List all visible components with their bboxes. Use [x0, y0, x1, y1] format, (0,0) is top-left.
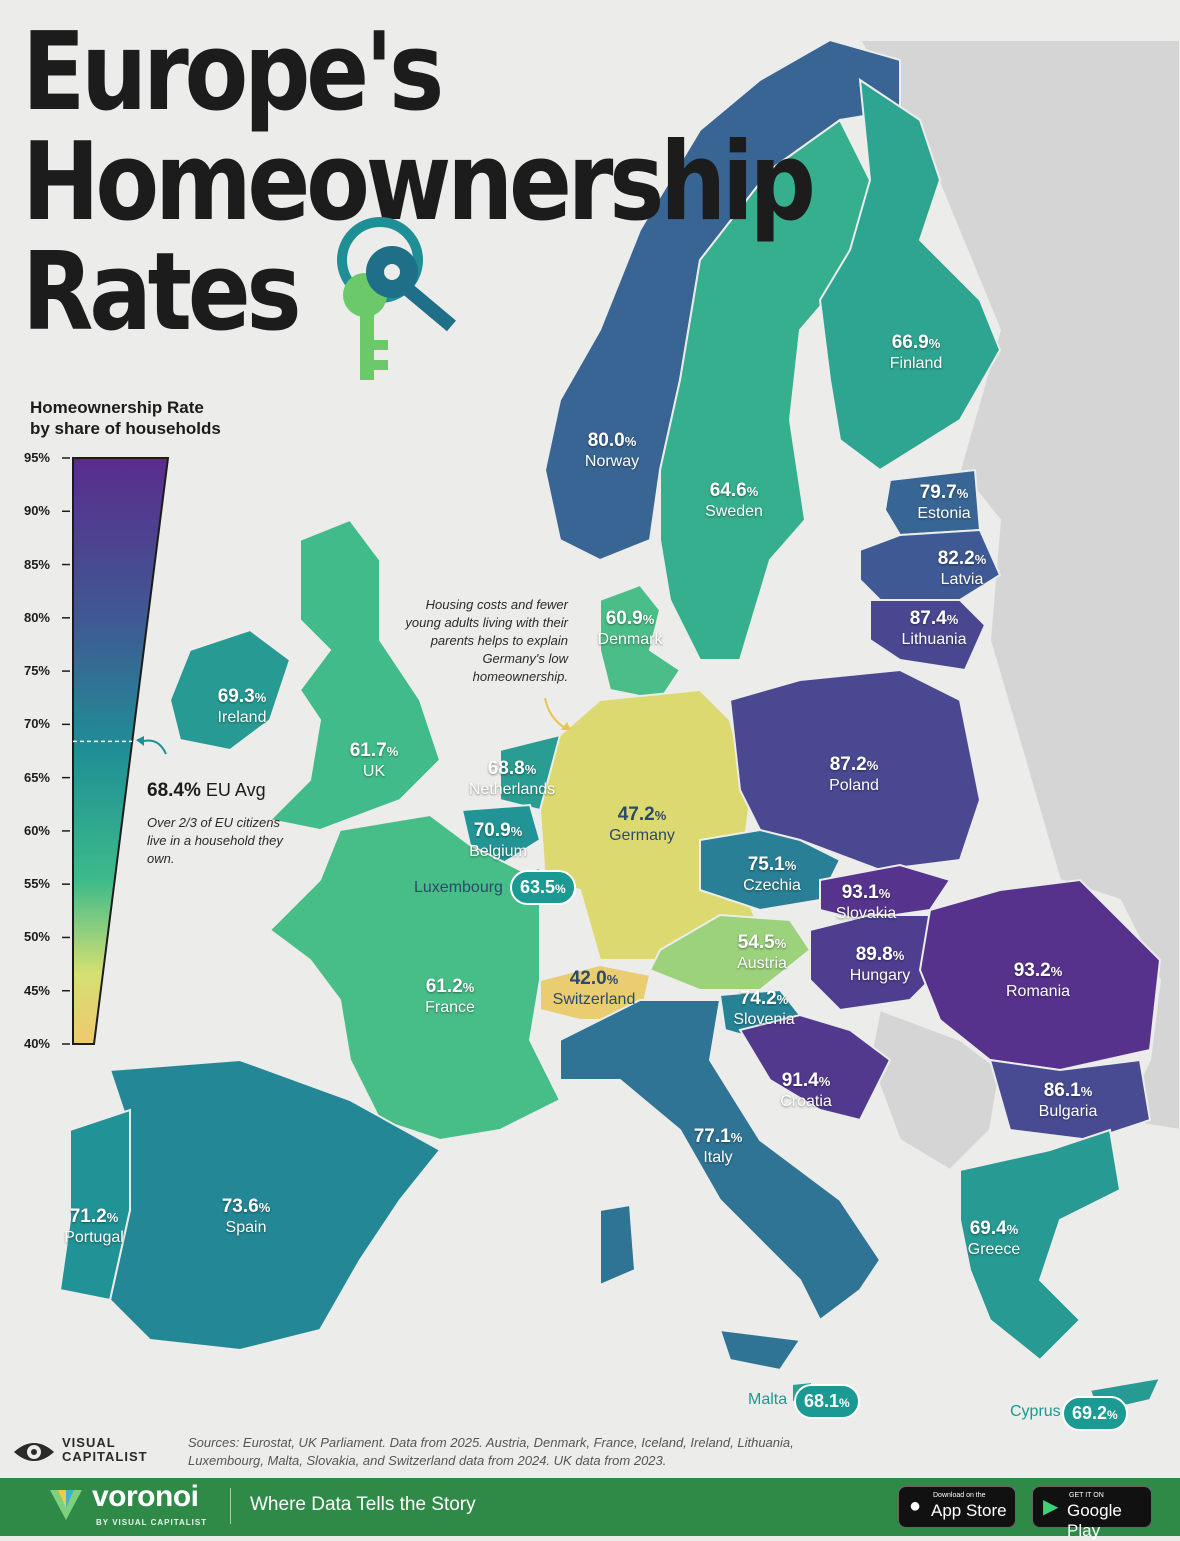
label-austria: 54.5% Austria [737, 932, 787, 972]
page-title: Europe's Homeownership Rates [22, 10, 816, 355]
label-italy: 77.1% Italy [693, 1126, 743, 1166]
label-malta-name: Malta [748, 1391, 788, 1408]
label-hungary: 89.8% Hungary [849, 944, 911, 984]
eu-avg-label: 68.4% EU Avg [147, 780, 266, 802]
google-play-icon: ▶ [1043, 1496, 1059, 1518]
label-netherlands: 68.8% Netherlands [468, 758, 556, 798]
label-sweden: 64.6% Sweden [705, 480, 763, 520]
label-slovenia: 74.2% Slovenia [733, 988, 795, 1028]
country-bulgaria [988, 1058, 1152, 1142]
country-sardinia [599, 1203, 637, 1287]
country-france [268, 813, 562, 1142]
label-czechia: 75.1% Czechia [743, 854, 801, 894]
legend-tick-label: 95% [23, 450, 50, 465]
title-line-2: Homeownership [22, 120, 816, 245]
country-uk [267, 518, 442, 832]
label-germany: 47.2% Germany [609, 804, 675, 844]
label-latvia: 82.2% Latvia [937, 548, 987, 588]
label-france: 61.2% France [425, 976, 475, 1016]
label-bulgaria: 86.1% Bulgaria [1038, 1080, 1098, 1120]
label-romania: 93.2% Romania [1005, 960, 1071, 1000]
country-greece [959, 1128, 1122, 1362]
google-play-button[interactable]: ▶ GET IT ON Google Play [1032, 1486, 1152, 1540]
label-luxembourg-name: Luxembourg [414, 879, 503, 896]
country-croatia [738, 1013, 892, 1122]
label-luxembourg-value: 63.5% [510, 870, 576, 905]
legend-tick-label: 50% [23, 929, 50, 945]
legend-tick-label: 70% [23, 716, 50, 732]
country-finland [818, 77, 1002, 472]
country-ireland [168, 628, 292, 752]
country-romania [918, 878, 1162, 1072]
legend-title: Homeownership Rate by share of household… [30, 397, 290, 439]
country-lithuania [869, 599, 987, 672]
label-croatia: 91.4% Croatia [780, 1070, 832, 1110]
country-denmark [599, 583, 682, 702]
label-slovakia: 93.1% Slovakia [835, 882, 897, 922]
keys-icon [337, 217, 456, 380]
legend-tick-label: 75% [23, 663, 50, 679]
eu-avg-text: EU Avg [205, 780, 266, 800]
legend-tick-label: 45% [23, 982, 50, 998]
eu-avg-value: 68.4% [147, 780, 201, 801]
visual-capitalist-logo-icon [14, 1443, 54, 1461]
label-uk: 61.7% UK [349, 740, 399, 780]
label-lithuania: 87.4% Lithuania [901, 608, 967, 648]
label-ireland: 69.3% Ireland [217, 686, 267, 726]
voronoi-wordmark: voronoi [92, 1480, 199, 1513]
label-cyprus-name: Cyprus [1010, 1403, 1061, 1420]
legend-tick-label: 65% [23, 769, 50, 785]
country-sicily [718, 1328, 802, 1372]
germany-annotation-arrow [544, 697, 571, 730]
title-line-1: Europe's [22, 10, 444, 135]
country-poland [728, 668, 982, 872]
country-italy [559, 999, 882, 1322]
legend-tick-label: 40% [23, 1036, 50, 1051]
label-cyprus-value: 69.2% [1062, 1396, 1128, 1431]
legend-tick-label: 90% [23, 503, 50, 519]
legend-tick-label: 80% [23, 609, 50, 625]
label-finland: 66.9% Finland [889, 332, 943, 372]
country-latvia [859, 528, 1002, 601]
label-switzerland: 42.0% Switzerland [552, 968, 636, 1008]
country-sweden [659, 118, 872, 661]
label-norway: 80.0% Norway [584, 430, 640, 470]
legend-tick-label: 60% [23, 822, 50, 838]
label-spain: 73.6% Spain [221, 1196, 271, 1236]
germany-annotation: Housing costs and fewer young adults liv… [405, 597, 568, 684]
footer-divider [230, 1488, 231, 1524]
footer-tagline: Where Data Tells the Story [250, 1494, 476, 1515]
legend-title-line-1: Homeownership Rate [30, 398, 204, 417]
country-austria [648, 913, 812, 991]
label-malta-value: 68.1% [794, 1384, 860, 1419]
sources-note: Sources: Eurostat, UK Parliament. Data f… [188, 1435, 794, 1468]
country-portugal [58, 1108, 131, 1302]
legend-color-scale [62, 457, 170, 1045]
label-belgium: 70.9% Belgium [469, 820, 527, 860]
label-greece: 69.4% Greece [967, 1218, 1021, 1258]
legend-title-line-2: by share of households [30, 419, 221, 438]
voronoi-logo-icon [50, 1490, 82, 1520]
title-line-3: Rates [22, 230, 302, 355]
label-estonia: 79.7% Estonia [917, 482, 971, 522]
voronoi-byline: BY VISUAL CAPITALIST [96, 1518, 208, 1527]
label-portugal: 71.2% Portugal [64, 1206, 124, 1246]
visual-capitalist-logo-text: VISUAL CAPITALIST [62, 1435, 148, 1464]
apple-icon: ● [909, 1495, 922, 1517]
eu-avg-note: Over 2/3 of EU citizens live in a househ… [147, 815, 283, 866]
app-store-button[interactable]: ● Download on the App Store [898, 1486, 1016, 1528]
label-poland: 87.2% Poland [829, 754, 879, 794]
label-denmark: 60.9% Denmark [597, 608, 663, 648]
legend-tick-label: 55% [23, 876, 50, 892]
legend-tick-label: 85% [23, 556, 50, 572]
